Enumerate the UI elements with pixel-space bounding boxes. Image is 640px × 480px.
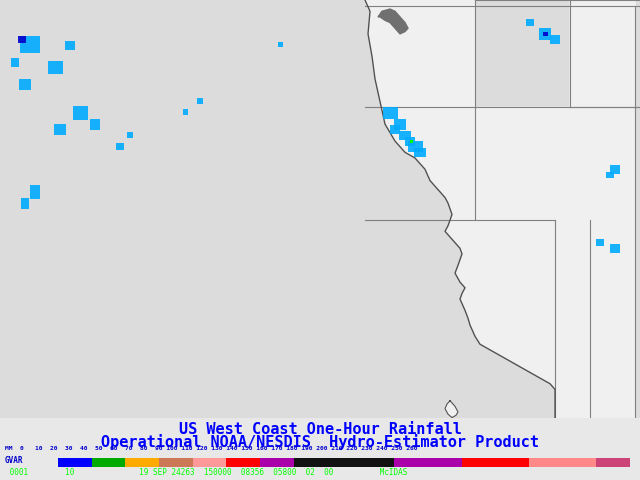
Text: US West Coast One-Hour Rainfall: US West Coast One-Hour Rainfall (179, 421, 461, 437)
Bar (278, 42, 283, 48)
Bar (405, 137, 415, 145)
Bar (539, 28, 551, 39)
Bar (260, 458, 294, 467)
Bar (58, 458, 92, 467)
Bar (390, 125, 400, 134)
Bar (543, 32, 548, 36)
Bar (563, 458, 596, 467)
Bar (526, 19, 534, 26)
Bar (116, 144, 124, 150)
Text: 0001        10              19 SEP 24263  150000  08356  05800  02  00          : 0001 10 19 SEP 24263 150000 08356 05800 … (5, 468, 408, 477)
Bar (596, 239, 604, 246)
Bar (462, 458, 495, 467)
Bar (19, 79, 31, 90)
Bar (183, 109, 188, 115)
Bar (414, 148, 426, 157)
Bar (127, 132, 133, 138)
Bar (193, 458, 226, 467)
Bar (159, 458, 193, 467)
Bar (18, 36, 26, 43)
Bar (92, 458, 125, 467)
Bar (125, 458, 159, 467)
Bar (361, 458, 394, 467)
Bar (11, 58, 19, 67)
Bar (65, 41, 75, 49)
Bar (394, 458, 428, 467)
Text: Operational NOAA/NESDIS  Hydro-Estimator Product: Operational NOAA/NESDIS Hydro-Estimator … (101, 434, 539, 450)
Bar (197, 98, 203, 104)
Bar (20, 36, 40, 53)
Bar (606, 171, 614, 179)
Bar (550, 35, 560, 44)
Polygon shape (378, 9, 408, 34)
Bar (48, 61, 63, 74)
Polygon shape (365, 0, 635, 418)
Text: MM  0   10  20  30  40  50  60  70  80  90 100 110 120 130 140 150 160 170 180 1: MM 0 10 20 30 40 50 60 70 80 90 100 110 … (5, 446, 417, 451)
Bar (394, 119, 406, 130)
Bar (529, 458, 563, 467)
Bar (54, 124, 66, 135)
Bar (610, 165, 620, 174)
Polygon shape (445, 401, 458, 418)
Bar (383, 107, 398, 119)
Bar (596, 458, 630, 467)
Bar (294, 458, 327, 467)
Bar (495, 458, 529, 467)
Bar (408, 141, 423, 152)
Bar (226, 458, 260, 467)
Bar (399, 131, 411, 140)
Bar (90, 119, 100, 130)
Bar (73, 106, 88, 120)
Bar (21, 197, 29, 209)
Bar (428, 458, 462, 467)
Bar (410, 140, 413, 144)
Bar (610, 244, 620, 253)
Text: GVAR: GVAR (5, 456, 24, 465)
Bar (30, 185, 40, 199)
Bar (327, 458, 361, 467)
